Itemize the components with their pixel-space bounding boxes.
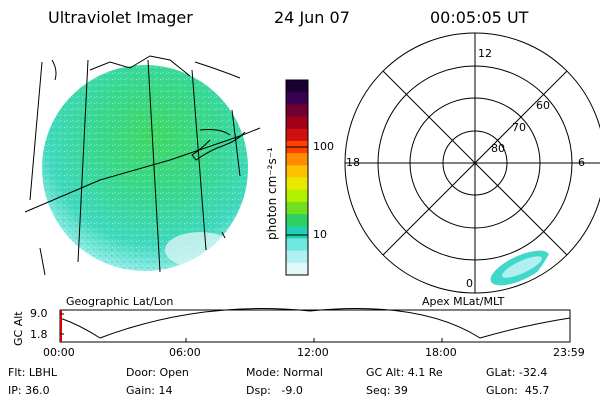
geo-disk-image xyxy=(42,65,248,271)
info-mode: Mode: Normal xyxy=(246,366,323,379)
info-door: Door: Open xyxy=(126,366,189,379)
colorbar-band xyxy=(286,238,308,252)
colorbar xyxy=(286,80,308,276)
colorbar-band xyxy=(286,226,308,239)
mlt-label-12: 12 xyxy=(478,47,492,60)
altitude-ytick-low: 1.8 xyxy=(30,328,48,341)
colorbar-label-10: 10 xyxy=(313,228,327,241)
altitude-xtick-0600: 06:00 xyxy=(169,346,201,359)
mlat-label-80: 80 xyxy=(491,142,505,155)
colorbar-band xyxy=(286,177,308,191)
geo-grid-lines xyxy=(24,55,261,276)
time-label: 00:05:05 UT xyxy=(430,8,529,27)
info-glat: GLat: -32.4 xyxy=(486,366,548,379)
info-gc-alt: GC Alt: 4.1 Re xyxy=(366,366,443,379)
info-gain: Gain: 14 xyxy=(126,384,173,397)
info-seq: Seq: 39 xyxy=(366,384,408,397)
mlt-label-6: 6 xyxy=(578,156,585,169)
mlat-label-60: 60 xyxy=(536,99,550,112)
colorbar-band xyxy=(286,214,308,227)
colorbar-band xyxy=(286,128,308,142)
geo-panel-label: Geographic Lat/Lon xyxy=(66,295,174,308)
info-glon: GLon: 45.7 xyxy=(486,384,550,397)
colorbar-band xyxy=(286,116,308,130)
colorbar-label-100: 100 xyxy=(313,140,334,153)
colorbar-band xyxy=(286,189,308,203)
colorbar-band xyxy=(286,262,308,276)
colorbar-band xyxy=(286,92,308,105)
colorbar-unit-label: photon cm⁻²s⁻¹ xyxy=(265,147,279,240)
instrument-title: Ultraviolet Imager xyxy=(48,8,193,27)
altitude-xtick-2359: 23:59 xyxy=(553,346,585,359)
colorbar-band xyxy=(286,250,308,264)
info-filter: Flt: LBHL xyxy=(8,366,57,379)
info-ip: IP: 36.0 xyxy=(8,384,50,397)
date-label: 24 Jun 07 xyxy=(274,8,350,27)
colorbar-band xyxy=(286,153,308,166)
altitude-ylabel: GC Alt xyxy=(12,311,25,346)
altitude-xtick-1200: 12:00 xyxy=(297,346,329,359)
colorbar-band xyxy=(286,201,308,215)
altitude-ytick-high: 9.0 xyxy=(30,307,48,320)
polar-panel-label: Apex MLat/MLT xyxy=(422,295,505,308)
colorbar-band xyxy=(286,80,308,93)
polar-plot xyxy=(344,32,600,294)
colorbar-band xyxy=(286,104,308,118)
altitude-plot xyxy=(59,308,571,343)
mlat-label-70: 70 xyxy=(512,121,526,134)
colorbar-band xyxy=(286,165,308,178)
mlt-label-0: 0 xyxy=(466,277,473,290)
altitude-xtick-1800: 18:00 xyxy=(425,346,457,359)
mlt-label-18: 18 xyxy=(346,156,360,169)
colorbar-frame xyxy=(285,79,309,276)
info-dsp: Dsp: -9.0 xyxy=(246,384,303,397)
altitude-xtick-0000: 00:00 xyxy=(43,346,75,359)
